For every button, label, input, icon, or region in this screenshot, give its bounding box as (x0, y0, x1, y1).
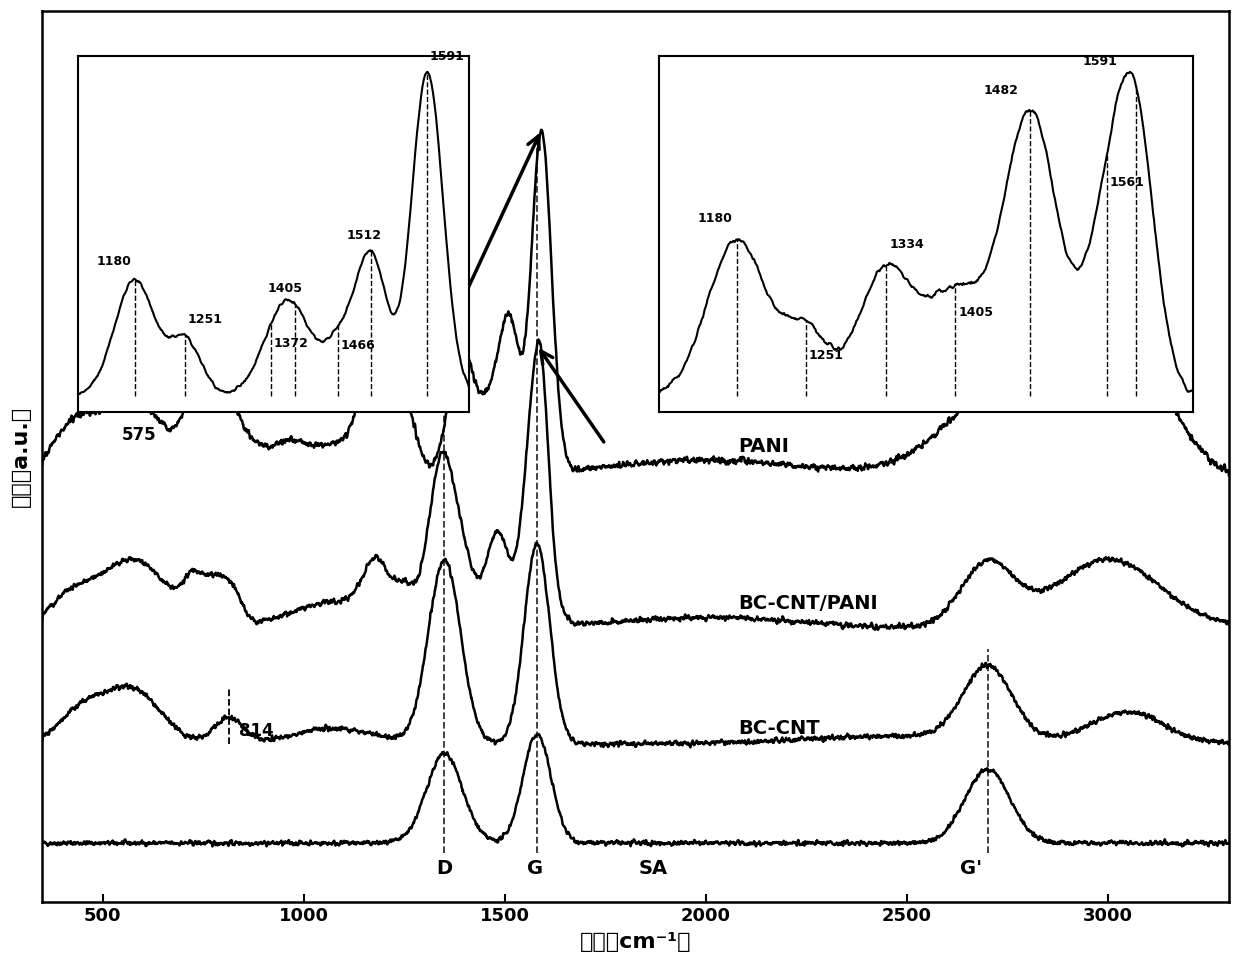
Text: SA: SA (639, 859, 668, 878)
Text: 575: 575 (122, 426, 156, 444)
Text: D: D (436, 859, 453, 878)
Text: 814: 814 (239, 722, 274, 741)
Text: PANI: PANI (738, 437, 789, 455)
Text: G: G (527, 859, 543, 878)
Y-axis label: 强度（a.u.）: 强度（a.u.） (11, 406, 31, 508)
Text: G': G' (961, 859, 982, 878)
Text: BC-CNT: BC-CNT (738, 719, 820, 739)
Text: BC-CNT/PANI: BC-CNT/PANI (738, 594, 878, 613)
X-axis label: 波数（cm⁻¹）: 波数（cm⁻¹） (580, 932, 692, 951)
